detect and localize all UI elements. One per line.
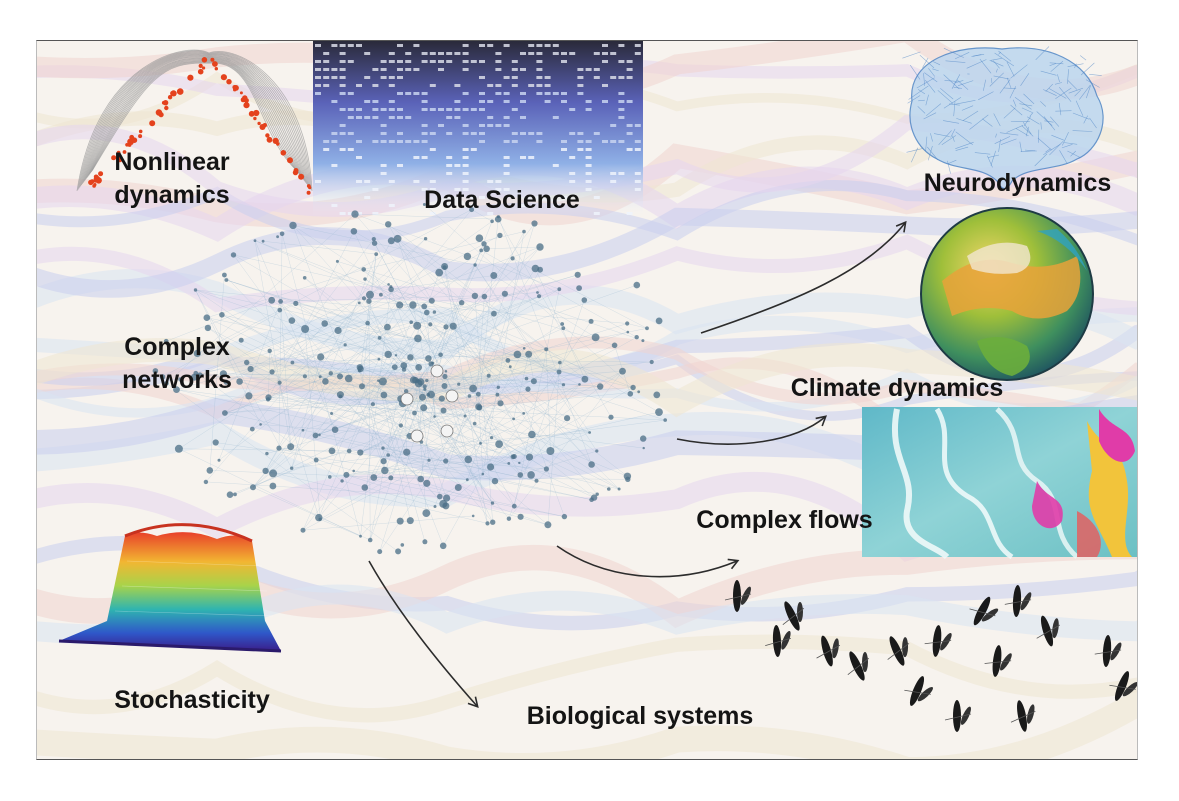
label-biological-systems: Biological systems bbox=[526, 702, 754, 730]
label-climate-dynamics: Climate dynamics bbox=[790, 374, 1004, 402]
arrow-to-complex-flows bbox=[556, 545, 740, 578]
arrow-to-neurodynamics bbox=[700, 220, 907, 334]
attractor-image bbox=[76, 49, 313, 195]
arrow-to-climate-dynamics bbox=[676, 415, 828, 445]
surface-plot-image bbox=[58, 523, 282, 653]
label-data-science: Data Science bbox=[424, 186, 580, 214]
flow-image bbox=[862, 407, 1137, 560]
brain-image bbox=[902, 46, 1104, 190]
collage-canvas bbox=[37, 41, 1137, 759]
network-graph bbox=[152, 203, 667, 555]
data-matrix-image bbox=[313, 41, 643, 216]
label-neurodynamics: Neurodynamics bbox=[923, 169, 1112, 197]
bird-flock-image bbox=[724, 580, 1137, 732]
globe-image bbox=[920, 207, 1094, 381]
arrow-to-biological-systems bbox=[368, 560, 479, 708]
arrows bbox=[368, 220, 907, 708]
label-stochasticity: Stochasticity bbox=[114, 686, 270, 714]
figure-panel: Nonlinear dynamics Data Science Complex … bbox=[36, 40, 1138, 760]
label-complex-flows: Complex flows bbox=[696, 506, 873, 534]
label-complex-networks: Complex networks bbox=[122, 333, 232, 394]
label-nonlinear-dynamics: Nonlinear dynamics bbox=[114, 148, 230, 209]
